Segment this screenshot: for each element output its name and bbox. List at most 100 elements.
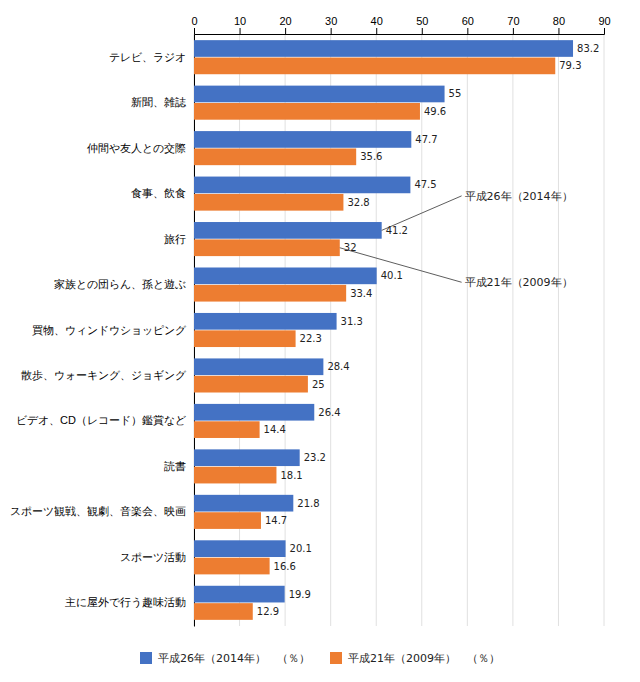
bar	[194, 267, 377, 284]
x-tick: 30	[325, 15, 337, 34]
legend-swatch	[330, 652, 342, 664]
bar	[194, 558, 270, 575]
data-label: 55	[449, 88, 462, 99]
bar	[194, 86, 445, 103]
x-tick-mark	[513, 28, 514, 34]
bar	[194, 603, 253, 620]
x-tick-mark	[467, 28, 468, 34]
grid-line	[285, 34, 286, 626]
data-label: 22.3	[300, 333, 322, 344]
bar	[194, 222, 382, 239]
x-tick-label: 70	[507, 15, 519, 27]
x-tick-mark	[331, 28, 332, 34]
grid-line	[239, 34, 240, 626]
bar	[194, 421, 260, 438]
data-label: 47.5	[414, 179, 436, 190]
x-axis-line	[195, 28, 605, 35]
annotation: 平成26年（2014年）	[465, 190, 573, 203]
data-label: 14.7	[265, 515, 287, 526]
x-tick-mark	[376, 28, 377, 34]
x-tick-mark	[422, 28, 423, 34]
y-tick-label: スポーツ観戦、観劇、音楽会、映画	[10, 505, 186, 517]
data-label: 16.6	[274, 561, 296, 572]
bar	[194, 177, 410, 194]
bar	[194, 40, 573, 57]
x-tick: 60	[462, 15, 474, 34]
data-label: 47.7	[415, 134, 437, 145]
data-label: 40.1	[381, 270, 403, 281]
grid-line	[558, 34, 559, 626]
x-tick-mark	[194, 28, 195, 34]
y-tick-label: 家族との団らん、孫と遊ぶ	[54, 278, 186, 290]
grid-line	[512, 34, 513, 626]
y-tick-label: 食事、飲食	[131, 187, 186, 199]
x-tick-label: 90	[598, 15, 610, 27]
bar	[194, 330, 296, 347]
x-tick: 40	[371, 15, 383, 34]
data-label: 18.1	[280, 470, 302, 481]
x-tick-label: 20	[279, 15, 291, 27]
legend-item: 平成26年（2014年） （％）	[140, 652, 310, 665]
bar	[194, 194, 343, 211]
data-label: 21.8	[297, 498, 319, 509]
y-tick: 食事、飲食	[131, 187, 194, 199]
bar	[194, 239, 340, 256]
y-tick: 旅行	[164, 233, 194, 245]
x-tick: 50	[416, 15, 428, 34]
annotation: 平成21年（2009年）	[465, 276, 573, 289]
bar	[194, 313, 337, 330]
x-tick: 90	[598, 15, 610, 34]
legend: 平成26年（2014年） （％） 平成21年（2009年） （％）	[140, 652, 500, 665]
data-labels: 83.25547.747.541.240.131.328.426.423.221…	[257, 43, 600, 617]
x-tick-mark	[285, 28, 286, 34]
x-axis: 0 10 20 30 40 50 60 70 80 90	[191, 15, 610, 35]
y-tick-label: 買物、ウィンドウショッピング	[32, 324, 187, 336]
y-tick-label: テレビ、ラジオ	[109, 51, 186, 63]
data-label: 19.9	[289, 589, 311, 600]
grid-line	[467, 34, 468, 626]
y-tick: テレビ、ラジオ	[109, 51, 194, 63]
data-label: 28.4	[327, 361, 349, 372]
data-label: 41.2	[386, 225, 408, 236]
grid-line	[376, 34, 377, 626]
grid	[194, 34, 604, 626]
y-tick-label: ビデオ、CD（レコード）鑑賞など	[16, 414, 186, 426]
x-tick-mark	[604, 28, 605, 34]
x-tick-label: 30	[325, 15, 337, 27]
y-tick: 仲間や友人との交際	[87, 142, 194, 154]
data-label: 14.4	[264, 424, 286, 435]
y-tick-label: 旅行	[164, 233, 186, 245]
annotation-line	[382, 196, 462, 231]
x-tick-mark	[240, 28, 241, 34]
y-tick-label: スポーツ活動	[120, 551, 186, 563]
y-tick-label: 散歩、ウォーキング、ジョギング	[21, 369, 187, 381]
x-tick-label: 60	[462, 15, 474, 27]
bar	[194, 358, 323, 375]
y-tick: スポーツ観戦、観劇、音楽会、映画	[10, 505, 194, 517]
bar	[194, 131, 411, 148]
data-label: 20.1	[290, 543, 312, 554]
bar	[194, 148, 356, 165]
x-tick: 0	[191, 15, 197, 34]
data-label: 32.8	[347, 197, 369, 208]
bars	[194, 40, 573, 620]
legend-item: 平成21年（2009年） （％）	[330, 652, 500, 665]
annotations: 平成26年（2014年） 平成21年（2009年）	[340, 190, 573, 289]
data-label: 31.3	[341, 316, 363, 327]
x-tick: 80	[553, 15, 565, 34]
legend-label: 平成26年（2014年） （％）	[158, 652, 310, 665]
y-tick: 買物、ウィンドウショッピング	[32, 324, 194, 336]
data-label: 33.4	[350, 288, 372, 299]
chart-svg: 0102030405060708090テレビ、ラジオ新聞、雑誌仲間や友人との交際…	[0, 0, 640, 682]
grid-line	[604, 34, 605, 626]
data-label: 12.9	[257, 606, 279, 617]
x-tick: 10	[234, 15, 246, 34]
bar	[194, 586, 285, 603]
grid-line	[194, 34, 195, 626]
bar	[194, 449, 300, 466]
chart-container: 0102030405060708090テレビ、ラジオ新聞、雑誌仲間や友人との交際…	[0, 0, 640, 682]
y-tick: スポーツ活動	[120, 551, 194, 563]
x-tick-mark	[558, 28, 559, 34]
x-tick-label: 0	[191, 15, 197, 27]
y-tick-label: 仲間や友人との交際	[87, 142, 186, 154]
